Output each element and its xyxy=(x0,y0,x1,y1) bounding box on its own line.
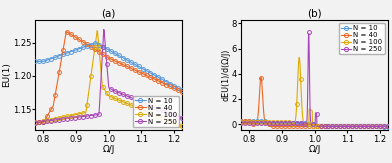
X-axis label: Ω/J: Ω/J xyxy=(309,145,321,154)
Title: (b): (b) xyxy=(307,9,322,19)
Title: (a): (a) xyxy=(102,9,116,19)
Legend: N = 10, N = 40, N = 100, N = 250: N = 10, N = 40, N = 100, N = 250 xyxy=(339,23,385,54)
Y-axis label: dEU(1)/d(Ω/J): dEU(1)/d(Ω/J) xyxy=(221,49,230,101)
Legend: N = 10, N = 40, N = 100, N = 250: N = 10, N = 40, N = 100, N = 250 xyxy=(133,96,179,127)
X-axis label: Ω/J: Ω/J xyxy=(103,145,115,154)
Y-axis label: EU(1): EU(1) xyxy=(2,63,11,87)
